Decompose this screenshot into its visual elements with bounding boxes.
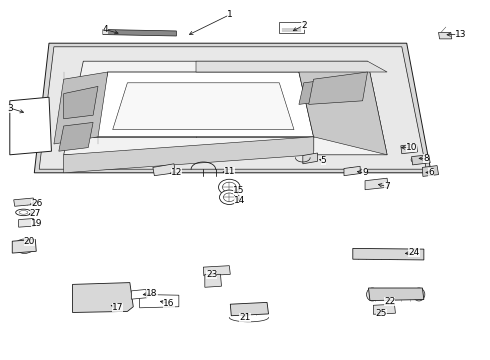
Polygon shape (153, 164, 175, 176)
Ellipse shape (429, 168, 436, 174)
Polygon shape (412, 155, 430, 165)
Text: 19: 19 (31, 219, 43, 228)
Polygon shape (368, 288, 424, 301)
Bar (77, 288, 112, 304)
Polygon shape (34, 43, 431, 173)
Text: 12: 12 (171, 168, 182, 177)
Polygon shape (131, 289, 147, 299)
Ellipse shape (220, 190, 239, 204)
Polygon shape (64, 137, 314, 173)
Polygon shape (103, 30, 176, 36)
Polygon shape (54, 72, 108, 144)
Polygon shape (140, 294, 179, 308)
Text: 10: 10 (406, 143, 417, 152)
Polygon shape (439, 32, 452, 39)
Ellipse shape (367, 288, 378, 301)
Polygon shape (73, 283, 133, 312)
Text: 2: 2 (301, 21, 307, 30)
Polygon shape (12, 239, 36, 253)
Polygon shape (64, 86, 98, 119)
Text: 15: 15 (233, 186, 245, 195)
Polygon shape (113, 83, 294, 130)
Polygon shape (19, 219, 34, 227)
Polygon shape (14, 198, 34, 206)
Polygon shape (365, 178, 388, 190)
Text: 6: 6 (428, 168, 434, 177)
Ellipse shape (420, 156, 429, 162)
Polygon shape (203, 266, 230, 276)
Bar (115, 288, 127, 304)
Ellipse shape (223, 193, 235, 202)
Text: 25: 25 (375, 309, 387, 318)
Bar (279, 22, 304, 33)
Polygon shape (299, 61, 387, 155)
Polygon shape (344, 166, 360, 176)
Bar (220, 72, 260, 86)
Text: 8: 8 (423, 154, 429, 163)
Ellipse shape (15, 239, 34, 253)
Polygon shape (196, 61, 387, 72)
Text: 20: 20 (24, 237, 35, 246)
Text: 7: 7 (384, 182, 390, 191)
Ellipse shape (411, 157, 420, 163)
Text: 16: 16 (163, 299, 175, 307)
Ellipse shape (16, 209, 31, 216)
Text: 17: 17 (112, 303, 123, 312)
Text: 3: 3 (7, 104, 13, 112)
Ellipse shape (19, 242, 30, 251)
Text: 4: 4 (102, 25, 108, 34)
Text: 14: 14 (234, 196, 246, 205)
Text: 9: 9 (362, 168, 368, 177)
Text: 1: 1 (227, 10, 233, 19)
Polygon shape (39, 47, 426, 169)
Ellipse shape (165, 166, 173, 171)
Text: 22: 22 (384, 297, 395, 306)
Ellipse shape (347, 168, 357, 174)
Text: 27: 27 (29, 209, 41, 217)
Polygon shape (401, 144, 417, 154)
Text: 11: 11 (223, 166, 235, 175)
Ellipse shape (155, 167, 163, 172)
Text: 21: 21 (239, 313, 251, 322)
Polygon shape (299, 79, 333, 104)
Text: 26: 26 (31, 199, 43, 208)
Polygon shape (422, 166, 439, 176)
Polygon shape (205, 274, 221, 287)
Text: 5: 5 (320, 156, 326, 165)
Polygon shape (230, 302, 269, 316)
Polygon shape (59, 122, 93, 151)
Ellipse shape (219, 179, 240, 195)
Polygon shape (353, 248, 424, 260)
Text: 23: 23 (206, 270, 218, 279)
Text: 18: 18 (146, 289, 158, 298)
Ellipse shape (424, 168, 431, 174)
Ellipse shape (222, 182, 236, 192)
Polygon shape (10, 97, 51, 155)
Polygon shape (373, 304, 395, 314)
Text: 24: 24 (409, 248, 419, 257)
Text: 13: 13 (455, 30, 466, 39)
Ellipse shape (413, 288, 425, 301)
Polygon shape (93, 72, 314, 137)
Ellipse shape (19, 211, 28, 214)
Polygon shape (64, 61, 387, 155)
Polygon shape (309, 72, 368, 104)
Polygon shape (303, 153, 318, 164)
